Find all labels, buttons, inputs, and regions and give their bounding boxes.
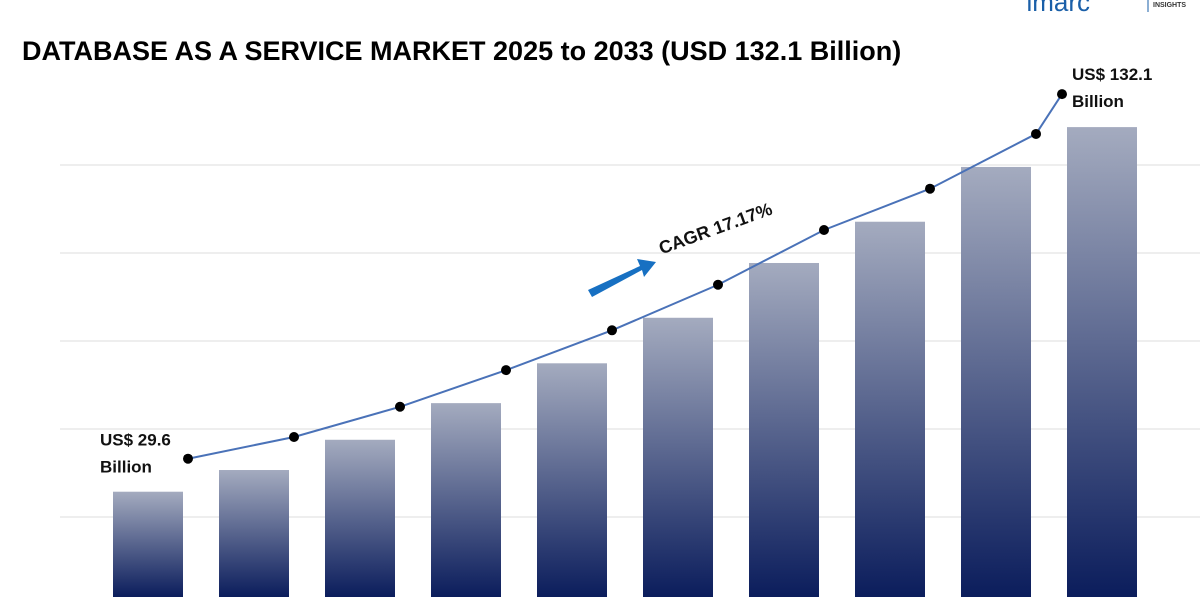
cagr-arrow [588,259,656,297]
trend-dot [819,224,829,235]
bar [113,491,183,597]
bar [219,470,289,597]
bars [113,127,1137,598]
bar [749,262,819,597]
value-label: US$ 132.1 Billion [1072,66,1152,112]
trend-dot [1031,128,1041,139]
logo-tagline: INSIGHTS [1153,2,1186,9]
trend-dot [713,279,723,290]
cagr-label: CAGR 17.17% [656,199,775,259]
bar [431,403,501,597]
chart-title: DATABASE AS A SERVICE MARKET 2025 to 203… [22,36,901,66]
value-label: US$ 29.6 Billion [100,431,171,477]
trend-dot [395,401,405,412]
bar [961,166,1031,598]
trend-dot [289,432,299,443]
trend-dot [501,365,511,376]
bar [537,363,607,597]
trend-line [187,93,1063,460]
bar [325,439,395,597]
trend-dot [607,325,617,336]
bar [855,221,925,597]
bar [643,317,713,597]
trend-dot [183,453,193,464]
trend-dot [925,183,935,194]
logo: imarc [1026,0,1090,17]
trend-dot [1057,89,1067,100]
bar [1067,127,1137,597]
